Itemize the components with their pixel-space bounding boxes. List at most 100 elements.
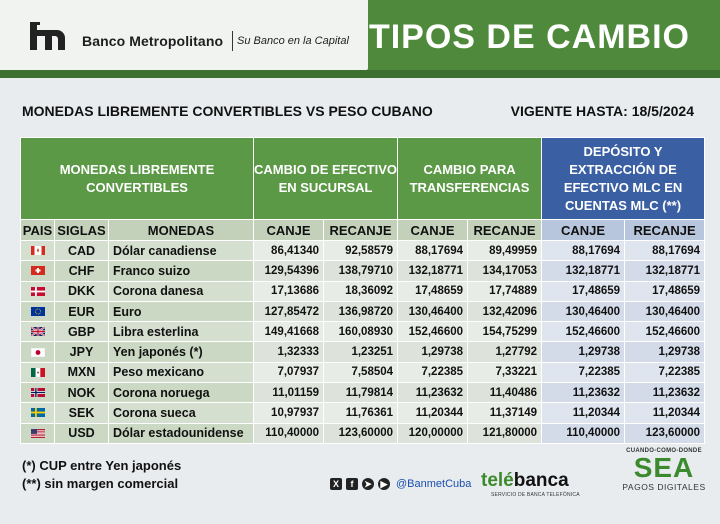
- rate-cash-canje: 11,01159: [253, 382, 325, 404]
- rate-tr-recanje: 132,42096: [467, 300, 543, 323]
- telebanca-logo-part2: banca: [513, 470, 569, 491]
- rate-tr-canje: 130,46400: [397, 300, 469, 323]
- rate-mlc-recanje: 7,22385: [624, 361, 706, 384]
- column-header-siglas: SIGLAS: [54, 219, 109, 241]
- group-header-transfer: CAMBIO PARA TRANSFERENCIAS: [397, 137, 543, 220]
- uk-flag-icon: [30, 327, 45, 337]
- rate-mlc-recanje: 11,20344: [624, 402, 706, 424]
- table-row: GBP Libra esterlina 149,41668 160,08930 152,…: [20, 321, 706, 343]
- group-header-mlc: DEPÓSITO Y EXTRACCIÓN DE EFECTIVO MLC EN…: [541, 137, 706, 220]
- telegram-icon[interactable]: ➤: [362, 478, 374, 490]
- column-header-mlc-canje: CANJE: [541, 219, 626, 241]
- rate-cash-canje: 1,32333: [253, 341, 325, 363]
- rate-tr-canje: 88,17694: [397, 239, 469, 262]
- rate-mlc-recanje: 1,29738: [624, 341, 706, 363]
- table-row: MXN Peso mexicano 7,07937 7,58504 7,22385 7,3…: [20, 361, 706, 384]
- rates-body: CAD Dólar canadiense 86,41340 92,58579 88,17…: [20, 239, 706, 444]
- table-row: CHF Franco suizo 129,54396 138,79710 132,187…: [20, 260, 706, 282]
- rate-mlc-canje: 130,46400: [541, 300, 626, 323]
- youtube-icon[interactable]: ▶: [378, 478, 390, 490]
- header: Banco Metropolitano Su Banco en la Capit…: [0, 0, 720, 78]
- rate-tr-canje: 7,22385: [397, 361, 469, 384]
- flag-cell: [20, 402, 55, 424]
- rate-mlc-recanje: 11,23632: [624, 382, 706, 404]
- rate-tr-recanje: 11,40486: [467, 382, 543, 404]
- currency-code: MXN: [54, 361, 109, 384]
- column-header-monedas: MONEDAS: [107, 219, 255, 241]
- currency-code: USD: [54, 422, 109, 444]
- flag-cell: [20, 361, 55, 384]
- table-row: USD Dólar estadounidense 110,40000 123,6000…: [20, 422, 706, 444]
- rate-tr-canje: 11,20344: [397, 402, 469, 424]
- rate-tr-recanje: 17,74889: [467, 280, 543, 302]
- currency-code: JPY: [54, 341, 109, 363]
- bank-slogan: Su Banco en la Capital: [237, 35, 349, 47]
- rate-tr-recanje: 11,37149: [467, 402, 543, 424]
- rate-tr-recanje: 154,75299: [467, 321, 543, 343]
- rate-cash-recanje: 160,08930: [323, 321, 399, 343]
- social-handle[interactable]: @BanmetCuba: [396, 478, 472, 490]
- rate-tr-canje: 17,48659: [397, 280, 469, 302]
- telebanca-logo-part1: telé: [481, 470, 514, 491]
- currency-name: Yen japonés (*): [107, 341, 255, 363]
- currency-name: Corona danesa: [107, 280, 255, 302]
- currency-name: Euro: [107, 300, 255, 323]
- sea-subtitle: PAGOS DIGITALES: [622, 482, 706, 492]
- rate-mlc-recanje: 17,48659: [624, 280, 706, 302]
- currency-name: Dólar canadiense: [107, 239, 255, 262]
- column-header-pais: PAIS: [20, 219, 55, 241]
- switzerland-flag-icon: [30, 266, 45, 276]
- flag-cell: [20, 280, 55, 302]
- subtitle: MONEDAS LIBREMENTE CONVERTIBLES VS PESO …: [22, 103, 433, 119]
- currency-code: EUR: [54, 300, 109, 323]
- rate-cash-canje: 129,54396: [253, 260, 325, 282]
- facebook-icon[interactable]: f: [346, 478, 358, 490]
- table-row: DKK Corona danesa 17,13686 18,36092 17,48659…: [20, 280, 706, 302]
- rate-mlc-canje: 17,48659: [541, 280, 626, 302]
- column-header-transfer-recanje: RECANJE: [467, 219, 543, 241]
- rate-mlc-canje: 110,40000: [541, 422, 626, 444]
- note-yen: (*) CUP entre Yen japonés: [22, 458, 182, 473]
- logo-area: Banco Metropolitano Su Banco en la Capit…: [0, 0, 368, 70]
- flag-cell: [20, 300, 55, 323]
- rate-cash-recanje: 136,98720: [323, 300, 399, 323]
- rate-mlc-recanje: 88,17694: [624, 239, 706, 262]
- rate-cash-recanje: 1,23251: [323, 341, 399, 363]
- rate-cash-canje: 149,41668: [253, 321, 325, 343]
- rate-mlc-recanje: 123,60000: [624, 422, 706, 444]
- rate-cash-recanje: 92,58579: [323, 239, 399, 262]
- table-row: JPY Yen japonés (*) 1,32333 1,23251 1,29738 1…: [20, 341, 706, 363]
- group-header-currencies: MONEDAS LIBREMENTE CONVERTIBLES: [19, 137, 255, 220]
- rate-tr-canje: 1,29738: [397, 341, 469, 363]
- bank-name: Banco Metropolitano: [82, 33, 224, 49]
- currency-code: GBP: [54, 321, 109, 343]
- flag-cell: [20, 239, 55, 262]
- japan-flag-icon: [30, 347, 45, 357]
- rate-cash-canje: 86,41340: [253, 239, 325, 262]
- flag-cell: [20, 422, 55, 444]
- mexico-flag-icon: [30, 367, 45, 377]
- group-header-cash: CAMBIO DE EFECTIVO EN SUCURSAL: [253, 137, 399, 220]
- rate-tr-recanje: 89,49959: [467, 239, 543, 262]
- header-bar: [0, 70, 720, 78]
- column-header-transfer-canje: CANJE: [397, 219, 469, 241]
- eu-flag-icon: [30, 307, 45, 316]
- rate-tr-canje: 120,00000: [397, 422, 469, 444]
- rate-tr-recanje: 134,17053: [467, 260, 543, 282]
- rate-mlc-canje: 11,20344: [541, 402, 626, 424]
- currency-name: Peso mexicano: [107, 361, 255, 384]
- telebanca-logo: telébanca SERVICIO DE BANCA TELEFÓNICA: [481, 470, 580, 498]
- flag-cell: [20, 260, 55, 282]
- column-header-mlc-recanje: RECANJE: [624, 219, 706, 241]
- rate-mlc-canje: 88,17694: [541, 239, 626, 262]
- currency-code: NOK: [54, 382, 109, 404]
- rate-mlc-recanje: 152,46600: [624, 321, 706, 343]
- rate-cash-canje: 110,40000: [253, 422, 325, 444]
- rate-cash-recanje: 11,76361: [323, 402, 399, 424]
- rate-cash-recanje: 18,36092: [323, 280, 399, 302]
- rate-cash-recanje: 11,79814: [323, 382, 399, 404]
- x-icon[interactable]: X: [330, 478, 342, 490]
- flag-cell: [20, 321, 55, 343]
- rate-mlc-recanje: 132,18771: [624, 260, 706, 282]
- rate-cash-recanje: 123,60000: [323, 422, 399, 444]
